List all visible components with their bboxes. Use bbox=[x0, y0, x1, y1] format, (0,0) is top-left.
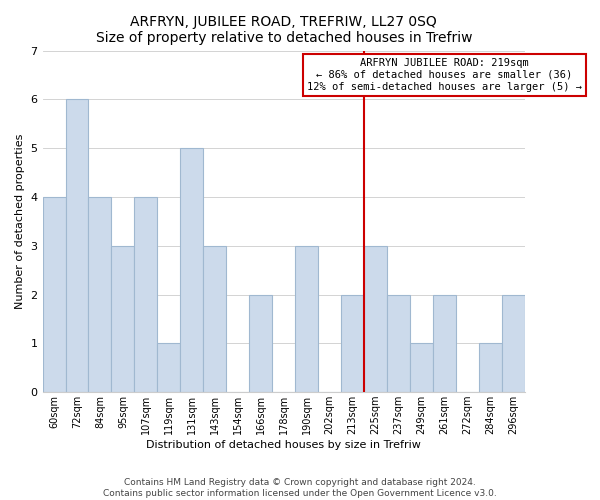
Bar bbox=[364, 246, 387, 392]
Text: ARFRYN JUBILEE ROAD: 219sqm
← 86% of detached houses are smaller (36)
12% of sem: ARFRYN JUBILEE ROAD: 219sqm ← 86% of det… bbox=[307, 58, 582, 92]
Bar bbox=[387, 294, 410, 392]
Bar bbox=[410, 344, 433, 392]
Bar bbox=[43, 197, 65, 392]
Bar bbox=[134, 197, 157, 392]
Bar bbox=[502, 294, 525, 392]
Y-axis label: Number of detached properties: Number of detached properties bbox=[15, 134, 25, 309]
Bar bbox=[479, 344, 502, 392]
Bar bbox=[112, 246, 134, 392]
Bar bbox=[157, 344, 181, 392]
Bar bbox=[65, 100, 88, 392]
Bar bbox=[88, 197, 112, 392]
Bar bbox=[341, 294, 364, 392]
Title: ARFRYN, JUBILEE ROAD, TREFRIW, LL27 0SQ
Size of property relative to detached ho: ARFRYN, JUBILEE ROAD, TREFRIW, LL27 0SQ … bbox=[95, 15, 472, 45]
X-axis label: Distribution of detached houses by size in Trefriw: Distribution of detached houses by size … bbox=[146, 440, 421, 450]
Bar bbox=[295, 246, 318, 392]
Bar bbox=[250, 294, 272, 392]
Bar bbox=[433, 294, 456, 392]
Bar bbox=[181, 148, 203, 392]
Text: Contains HM Land Registry data © Crown copyright and database right 2024.
Contai: Contains HM Land Registry data © Crown c… bbox=[103, 478, 497, 498]
Bar bbox=[203, 246, 226, 392]
